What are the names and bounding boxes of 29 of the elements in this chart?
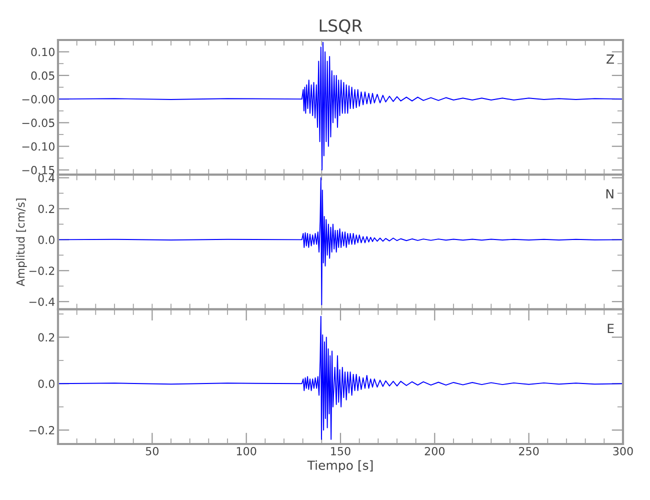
y-tick-label: 0.05 bbox=[31, 71, 54, 80]
y-tick-label: −0.00 bbox=[22, 95, 54, 104]
x-tick-label: 100 bbox=[236, 446, 256, 456]
y-tick-label: −0.15 bbox=[22, 166, 54, 174]
x-axis-title: Tiempo [s] bbox=[307, 460, 373, 472]
x-tick-label: 200 bbox=[424, 446, 445, 456]
y-tick-label: −0.05 bbox=[22, 118, 54, 128]
y-tick-label: 0.0 bbox=[38, 380, 54, 388]
y-tick-label: −0.2 bbox=[29, 426, 54, 434]
y-tick-label: 0.4 bbox=[38, 174, 55, 182]
y-tick-label: 0.0 bbox=[38, 236, 54, 244]
y-tick-label: 0.2 bbox=[38, 333, 54, 342]
annotation: Z bbox=[606, 54, 614, 64]
line-series bbox=[58, 42, 623, 170]
x-tick-label: 300 bbox=[613, 446, 633, 456]
annotation: N bbox=[606, 189, 614, 198]
line-series bbox=[58, 177, 623, 306]
y-tick-label: 0.10 bbox=[31, 48, 54, 56]
y-tick-label: −0.2 bbox=[29, 266, 54, 276]
x-tick-label: 50 bbox=[146, 446, 158, 456]
x-tick-label: 150 bbox=[331, 446, 350, 456]
y-axis-title: Amplitud [cm/s] bbox=[16, 198, 27, 286]
y-tick-label: −0.4 bbox=[29, 298, 55, 306]
y-tick-label: −0.10 bbox=[22, 142, 54, 151]
line-series bbox=[58, 316, 623, 440]
y-tick-label: 0.2 bbox=[38, 204, 54, 214]
chart-title: LSQR bbox=[320, 19, 362, 34]
annotation: E bbox=[608, 324, 614, 333]
x-tick-label: 250 bbox=[519, 446, 539, 456]
